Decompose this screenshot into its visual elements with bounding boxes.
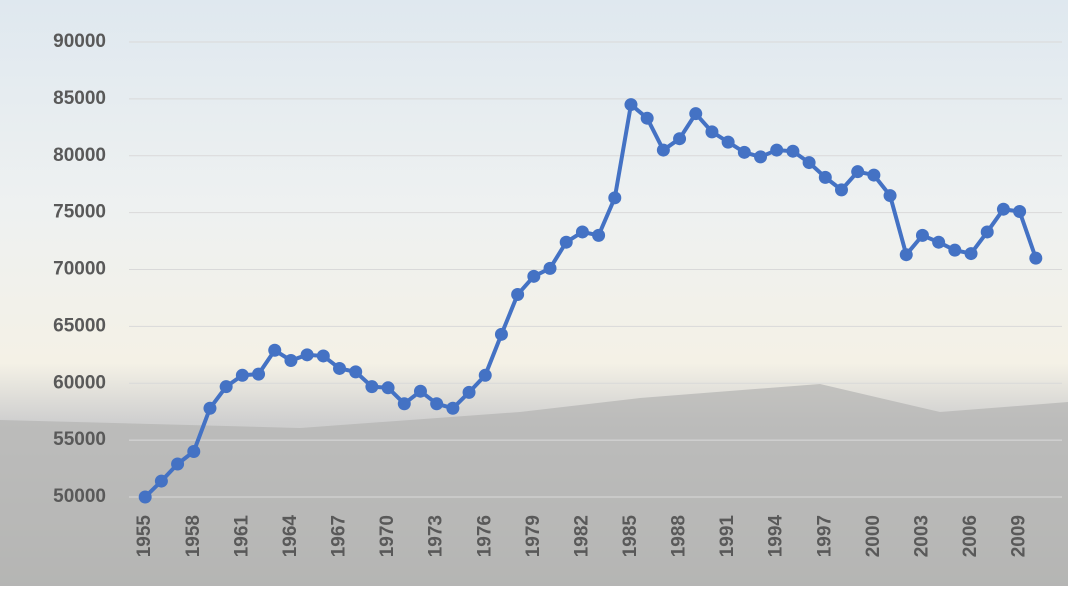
data-point	[301, 348, 314, 361]
x-tick-label: 2006	[960, 515, 981, 557]
data-point	[155, 475, 168, 488]
data-point	[948, 244, 961, 257]
data-point	[1029, 252, 1042, 265]
data-point	[932, 236, 945, 249]
data-point	[398, 397, 411, 410]
data-point	[544, 262, 557, 275]
data-point	[236, 369, 249, 382]
data-point	[592, 229, 605, 242]
data-point	[965, 247, 978, 260]
y-tick-label: 65000	[53, 315, 106, 336]
data-point	[819, 171, 832, 184]
data-point	[220, 380, 233, 393]
data-point	[463, 386, 476, 399]
x-tick-label: 2009	[1009, 515, 1030, 557]
data-point	[511, 288, 524, 301]
x-tick-label: 1955	[134, 515, 155, 558]
data-point	[187, 445, 200, 458]
data-point	[981, 225, 994, 238]
data-point	[770, 144, 783, 157]
data-point	[382, 381, 395, 394]
x-tick-label: 1961	[231, 515, 252, 558]
y-tick-label: 50000	[53, 486, 106, 507]
x-tick-label: 1967	[329, 515, 350, 557]
data-point	[495, 328, 508, 341]
x-tick-label: 1982	[571, 515, 592, 557]
x-tick-label: 1997	[814, 515, 835, 557]
y-tick-label: 75000	[53, 202, 106, 223]
data-point	[689, 107, 702, 120]
data-point	[884, 189, 897, 202]
y-tick-label: 90000	[53, 31, 106, 52]
data-point	[657, 144, 670, 157]
data-point	[171, 458, 184, 471]
data-point	[835, 183, 848, 196]
data-point	[317, 349, 330, 362]
data-point	[430, 397, 443, 410]
data-point	[203, 402, 216, 415]
data-point	[738, 146, 751, 159]
data-point	[333, 362, 346, 375]
chart: 50000 55000 60000 65000 70000 75000 80000 85000…	[0, 0, 1068, 586]
data-point	[624, 98, 637, 111]
y-tick-label: 85000	[53, 88, 106, 109]
x-tick-label: 2000	[863, 515, 884, 557]
data-point	[803, 156, 816, 169]
data-point	[1013, 205, 1026, 218]
data-point	[705, 125, 718, 138]
data-point	[414, 385, 427, 398]
data-point	[365, 380, 378, 393]
y-tick-label: 80000	[53, 145, 106, 166]
data-point	[673, 132, 686, 145]
data-point	[527, 270, 540, 283]
x-tick-label: 1994	[766, 515, 787, 558]
data-point	[641, 112, 654, 125]
x-tick-label: 1958	[183, 515, 204, 557]
x-tick-label: 1976	[474, 515, 495, 557]
x-tick-label: 1973	[426, 515, 447, 557]
data-point	[851, 165, 864, 178]
x-tick-label: 1964	[280, 515, 301, 558]
data-point	[900, 248, 913, 261]
data-point	[479, 369, 492, 382]
y-tick-label: 70000	[53, 259, 106, 280]
x-tick-label: 1991	[717, 515, 738, 558]
data-point	[916, 229, 929, 242]
x-tick-label: 1985	[620, 515, 641, 558]
data-point	[867, 169, 880, 182]
data-point	[252, 368, 265, 381]
data-point	[576, 225, 589, 238]
x-tick-label: 2003	[911, 515, 932, 557]
data-point	[722, 136, 735, 149]
data-point	[754, 150, 767, 163]
x-tick-label: 1970	[377, 515, 398, 557]
x-tick-label: 1988	[669, 515, 690, 557]
y-tick-label: 55000	[53, 429, 106, 450]
data-point	[284, 354, 297, 367]
data-point	[268, 344, 281, 357]
data-point	[997, 203, 1010, 216]
data-point	[139, 491, 152, 504]
data-point	[608, 191, 621, 204]
data-point	[560, 236, 573, 249]
data-point	[786, 145, 799, 158]
data-point	[446, 402, 459, 415]
x-tick-label: 1979	[523, 515, 544, 557]
data-point	[349, 365, 362, 378]
y-tick-label: 60000	[53, 372, 106, 393]
